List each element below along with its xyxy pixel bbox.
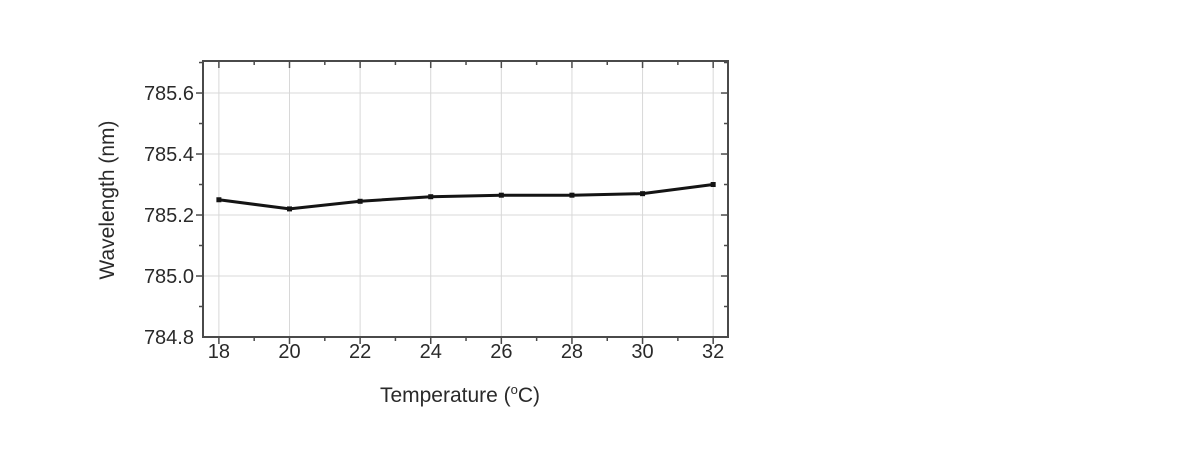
- data-point-marker: [640, 191, 646, 197]
- data-point-marker: [498, 192, 504, 198]
- x-axis-title: Temperature (oC): [380, 382, 540, 407]
- degree-superscript: o: [511, 382, 518, 397]
- x-tick-label: 20: [278, 341, 300, 363]
- x-tick-label: 18: [208, 341, 230, 363]
- plot-frame: [202, 60, 729, 338]
- x-axis-title-prefix: Temperature (: [380, 384, 511, 407]
- x-axis-title-suffix: C): [518, 384, 540, 407]
- x-tick-label: 30: [631, 341, 653, 363]
- data-point-marker: [216, 197, 222, 203]
- data-point-marker: [286, 206, 292, 212]
- y-tick-label: 785.4: [144, 144, 194, 166]
- data-point-marker: [357, 198, 363, 204]
- y-tick-label: 784.8: [144, 327, 194, 349]
- x-tick-label: 22: [349, 341, 371, 363]
- x-tick-label: 28: [561, 341, 583, 363]
- data-point-marker: [428, 194, 434, 200]
- x-tick-label: 26: [490, 341, 512, 363]
- y-tick-label: 785.2: [144, 205, 194, 227]
- data-line: [217, 183, 715, 211]
- x-tick-label: 24: [420, 341, 442, 363]
- y-axis-title: Wavelength (nm): [96, 120, 119, 279]
- data-point-marker: [710, 182, 716, 188]
- y-tick-label: 785.0: [144, 266, 194, 288]
- data-point-marker: [569, 192, 575, 198]
- x-tick-label: 32: [702, 341, 724, 363]
- y-tick-label: 785.6: [144, 83, 194, 105]
